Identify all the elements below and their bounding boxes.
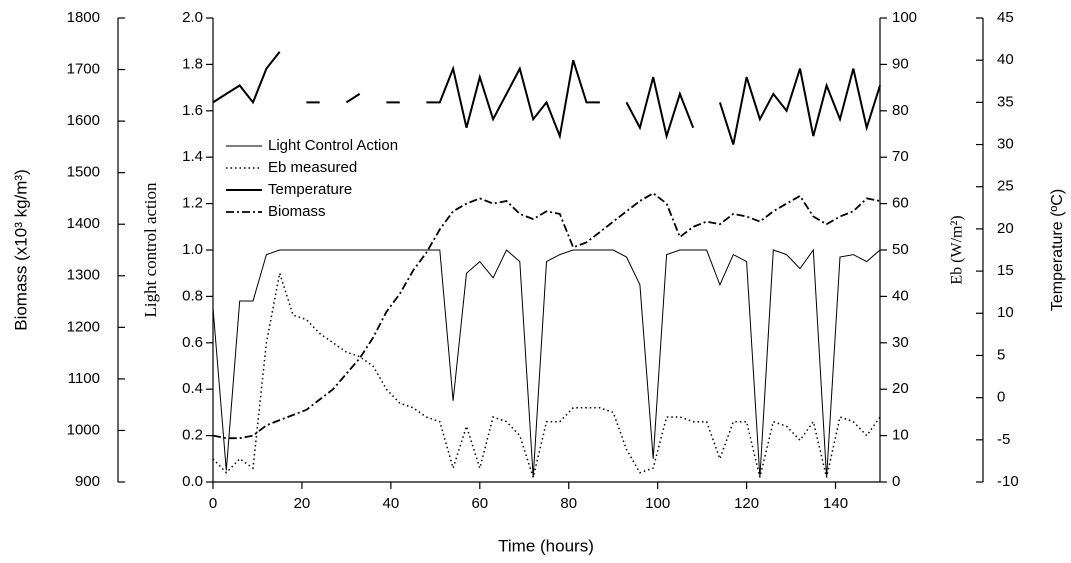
tick-label: 2.0: [182, 9, 203, 26]
tick-label: 25: [997, 178, 1014, 195]
tick-label: 1400: [67, 215, 100, 232]
y4-axis-label: Biomass (x10³ kg/m³): [11, 169, 30, 331]
legend-label: Light Control Action: [268, 137, 398, 154]
tick-label: 0.2: [182, 427, 203, 444]
y2-axis-label: Eb (W/m²): [949, 215, 966, 284]
x-tick-label: 0: [209, 495, 217, 512]
tick-label: 1.6: [182, 102, 203, 119]
x-tick-label: 60: [471, 495, 488, 512]
tick-label: 1.4: [182, 148, 203, 165]
series-line: [212, 248, 881, 478]
tick-label: 35: [997, 93, 1014, 110]
tick-label: 1600: [67, 112, 100, 129]
x-tick-label: 140: [823, 495, 848, 512]
tick-label: 1000: [67, 421, 100, 438]
x-tick-label: 40: [383, 495, 400, 512]
tick-label: 30: [997, 136, 1014, 153]
tick-label: 70: [892, 148, 909, 165]
tick-label: 100: [892, 9, 917, 26]
y-axis-label: Light control action: [141, 182, 160, 318]
tick-label: 0.8: [182, 287, 203, 304]
tick-label: 1800: [67, 9, 100, 26]
tick-label: 1300: [67, 267, 100, 284]
tick-label: 5: [997, 346, 1005, 363]
legend-label: Biomass: [268, 203, 326, 220]
tick-label: 1700: [67, 61, 100, 78]
x-tick-label: 120: [734, 495, 759, 512]
series-line: [212, 192, 881, 440]
tick-label: 1200: [67, 318, 100, 335]
x-tick-label: 100: [645, 495, 670, 512]
tick-label: 0.0: [182, 473, 203, 490]
tick-label: 1.8: [182, 55, 203, 72]
tick-label: 40: [997, 51, 1014, 68]
tick-label: 1.2: [182, 195, 203, 212]
tick-label: 0.4: [182, 380, 203, 397]
tick-label: 60: [892, 195, 909, 212]
tick-label: 0.6: [182, 334, 203, 351]
tick-label: 0: [892, 473, 900, 490]
tick-label: 15: [997, 262, 1014, 279]
tick-label: 10: [997, 304, 1014, 321]
y3-axis-label: Temperature (ºC): [1049, 189, 1066, 311]
legend-label: Eb measured: [268, 159, 357, 176]
tick-label: 1100: [68, 370, 100, 387]
tick-label: -10: [997, 473, 1019, 490]
tick-label: 45: [997, 9, 1014, 26]
tick-label: 80: [892, 102, 909, 119]
tick-label: 90: [892, 55, 909, 72]
tick-label: 1500: [67, 164, 100, 181]
tick-label: 900: [75, 473, 100, 490]
x-tick-label: 20: [294, 495, 311, 512]
series-line: [212, 51, 881, 145]
tick-label: -5: [997, 431, 1010, 448]
tick-label: 10: [892, 427, 909, 444]
tick-label: 0: [997, 389, 1005, 406]
tick-label: 20: [892, 380, 909, 397]
tick-label: 1.0: [182, 241, 203, 258]
x-tick-label: 80: [560, 495, 577, 512]
tick-label: 20: [997, 220, 1014, 237]
tick-label: 50: [892, 241, 909, 258]
tick-label: 40: [892, 287, 909, 304]
series-line: [212, 272, 881, 481]
x-axis-label: Time (hours): [498, 536, 594, 555]
tick-label: 30: [892, 334, 909, 351]
legend-label: Temperature: [268, 181, 352, 198]
